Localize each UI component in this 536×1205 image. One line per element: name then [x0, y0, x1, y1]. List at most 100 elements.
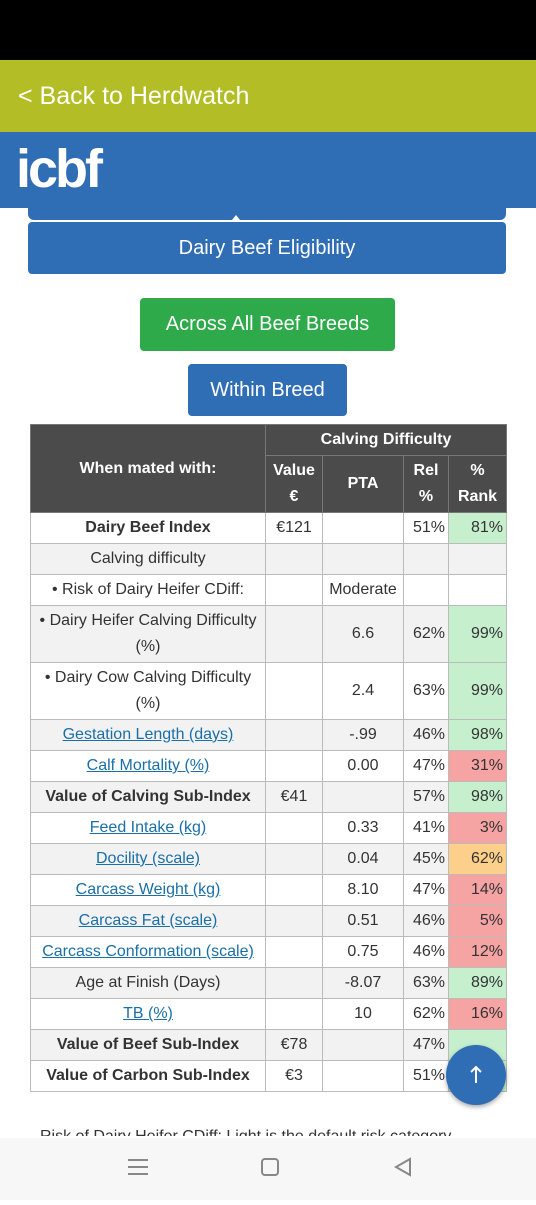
- rank-cell: 62%: [448, 843, 507, 875]
- table-row: Dairy Beef Index €121 51% 81%: [30, 512, 507, 544]
- rank-cell: [448, 574, 507, 606]
- pta-cell: [322, 543, 404, 575]
- rank-cell: 5%: [448, 905, 507, 937]
- row-label: • Dairy Cow Calving Difficulty (%): [30, 662, 266, 720]
- rel-cell: 51%: [403, 1060, 449, 1092]
- rel-cell: [403, 543, 449, 575]
- row-link: Gestation Length (days): [62, 726, 234, 743]
- status-bar: [0, 0, 536, 60]
- table-row: Gestation Length (days) -.99 46% 98%: [30, 719, 507, 751]
- pta-cell: [322, 1029, 404, 1061]
- back-link[interactable]: < Back to Herdwatch: [18, 82, 250, 110]
- pta-cell: 0.75: [322, 936, 404, 968]
- within-button[interactable]: Within Breed: [188, 364, 347, 416]
- row-label: Value of Calving Sub-Index: [30, 781, 266, 813]
- value-cell: [265, 905, 323, 937]
- row-link: TB (%): [123, 1005, 173, 1022]
- rel-cell: 46%: [403, 936, 449, 968]
- rel-cell: 47%: [403, 750, 449, 782]
- button-label: Across All Beef Breeds: [165, 313, 370, 335]
- rank-cell: 98%: [448, 781, 507, 813]
- table-row: Calf Mortality (%) 0.00 47% 31%: [30, 750, 507, 782]
- header-cell: Calving Difficulty: [265, 424, 507, 456]
- row-label[interactable]: TB (%): [30, 998, 266, 1030]
- value-cell: €121: [265, 512, 323, 544]
- value-cell: [265, 543, 323, 575]
- rel-cell: 46%: [403, 905, 449, 937]
- collapsed-panel: [28, 208, 506, 220]
- value-cell: [265, 998, 323, 1030]
- header-cell: % Rank: [448, 455, 507, 513]
- row-label: Value of Carbon Sub-Index: [30, 1060, 266, 1092]
- rel-cell: 51%: [403, 512, 449, 544]
- table-row: Value of Carbon Sub-Index €3 51%: [30, 1060, 507, 1092]
- row-label: • Dairy Heifer Calving Difficulty (%): [30, 605, 266, 663]
- value-cell: €78: [265, 1029, 323, 1061]
- value-cell: [265, 936, 323, 968]
- table-row: Carcass Weight (kg) 8.10 47% 14%: [30, 874, 507, 906]
- rel-cell: 62%: [403, 998, 449, 1030]
- table-row: Value of Beef Sub-Index €78 47%: [30, 1029, 507, 1061]
- header-cell: Rel %: [403, 455, 449, 513]
- header-cell: When mated with:: [30, 424, 266, 513]
- row-label: Age at Finish (Days): [30, 967, 266, 999]
- value-cell: €3: [265, 1060, 323, 1092]
- eligibility-button[interactable]: Dairy Beef Eligibility: [28, 222, 506, 274]
- nav-icons: [128, 1157, 411, 1177]
- row-label[interactable]: Calf Mortality (%): [30, 750, 266, 782]
- row-link: Feed Intake (kg): [89, 819, 207, 836]
- pta-cell: -8.07: [322, 967, 404, 999]
- header-cell: PTA: [322, 455, 404, 513]
- pta-cell: 8.10: [322, 874, 404, 906]
- value-cell: [265, 750, 323, 782]
- rank-cell: 3%: [448, 812, 507, 844]
- table-row: Age at Finish (Days) -8.07 63% 89%: [30, 967, 507, 999]
- table-row: Feed Intake (kg) 0.33 41% 3%: [30, 812, 507, 844]
- header: icbf: [0, 132, 536, 208]
- row-label: Dairy Beef Index: [30, 512, 266, 544]
- rank-cell: 99%: [448, 662, 507, 720]
- rel-cell: 63%: [403, 967, 449, 999]
- row-label[interactable]: Docility (scale): [30, 843, 266, 875]
- table-row: • Dairy Heifer Calving Difficulty (%) 6.6…: [30, 605, 507, 663]
- rel-cell: [403, 574, 449, 606]
- rel-cell: 62%: [403, 605, 449, 663]
- pta-cell: 0.00: [322, 750, 404, 782]
- across-button[interactable]: Across All Beef Breeds: [140, 298, 395, 351]
- row-label[interactable]: Carcass Fat (scale): [30, 905, 266, 937]
- rank-cell: [448, 543, 507, 575]
- button-label: Within Breed: [210, 378, 325, 401]
- rank-cell: 31%: [448, 750, 507, 782]
- arrow-icon: [470, 1065, 482, 1083]
- table-row: Value of Calving Sub-Index €41 57% 98%: [30, 781, 507, 813]
- scroll-top-button[interactable]: [446, 1045, 506, 1105]
- pta-cell: Moderate: [322, 574, 404, 606]
- rank-cell: 98%: [448, 719, 507, 751]
- row-link: Docility (scale): [95, 850, 200, 867]
- rank-cell: 89%: [448, 967, 507, 999]
- row-label[interactable]: Carcass Conformation (scale): [30, 936, 266, 968]
- pta-cell: [322, 1060, 404, 1092]
- pta-cell: 0.33: [322, 812, 404, 844]
- rank-cell: 16%: [448, 998, 507, 1030]
- button-label: Dairy Beef Eligibility: [178, 236, 356, 259]
- pta-cell: 0.51: [322, 905, 404, 937]
- logo[interactable]: icbf: [16, 139, 103, 199]
- row-label[interactable]: Feed Intake (kg): [30, 812, 266, 844]
- rank-cell: 81%: [448, 512, 507, 544]
- rel-cell: 57%: [403, 781, 449, 813]
- row-label[interactable]: Carcass Weight (kg): [30, 874, 266, 906]
- rel-cell: 41%: [403, 812, 449, 844]
- table-row: Carcass Conformation (scale) 0.75 46% 12%: [30, 936, 507, 968]
- row-label: Value of Beef Sub-Index: [30, 1029, 266, 1061]
- table-row: • Dairy Cow Calving Difficulty (%) 2.4 63%…: [30, 662, 507, 720]
- caret: [232, 215, 240, 220]
- rel-cell: 63%: [403, 662, 449, 720]
- rel-cell: 47%: [403, 1029, 449, 1061]
- data-table: When mated with: Calving Difficulty Value…: [30, 424, 507, 1092]
- table-row: Carcass Fat (scale) 0.51 46% 5%: [30, 905, 507, 937]
- row-label[interactable]: Gestation Length (days): [30, 719, 266, 751]
- value-cell: [265, 967, 323, 999]
- row-link: Carcass Fat (scale): [78, 912, 218, 929]
- value-cell: [265, 874, 323, 906]
